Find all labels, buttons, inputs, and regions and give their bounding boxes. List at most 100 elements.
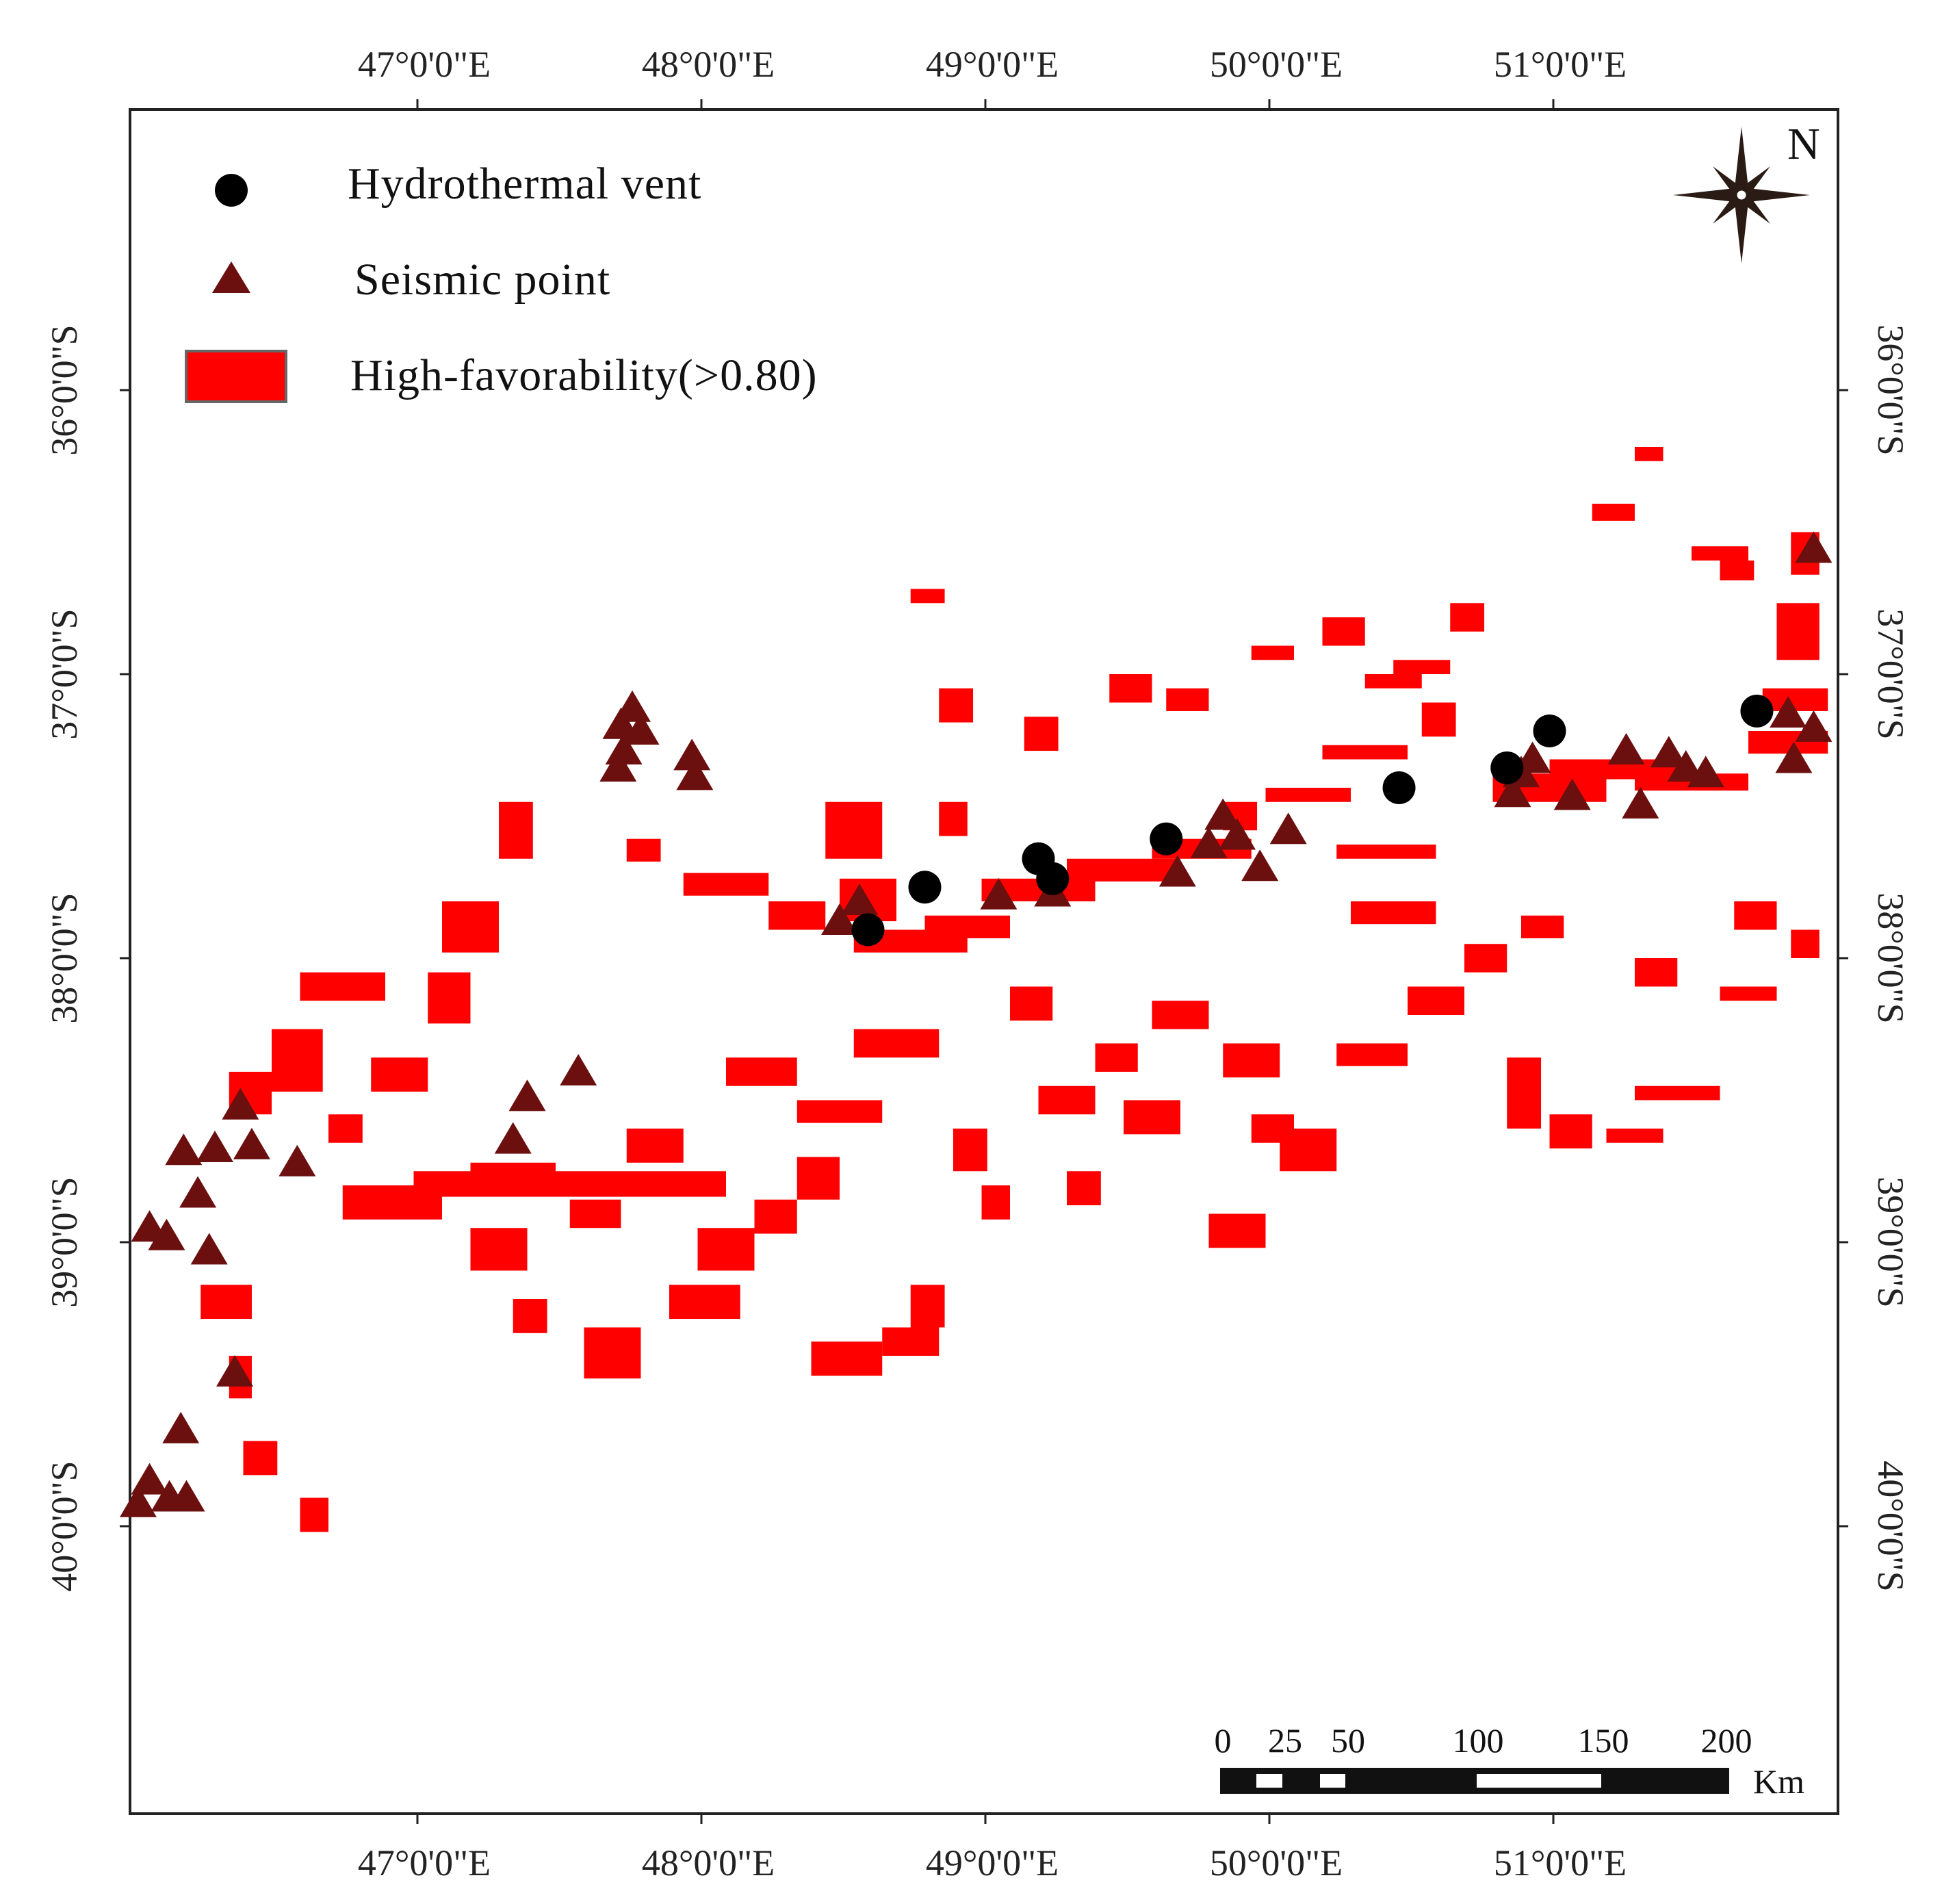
favorability-patch [1336,845,1436,859]
seismic-point [1190,827,1228,858]
bottom-lon-label: 50°0'0"E [1210,1842,1343,1883]
top-lon-label: 47°0'0"E [358,44,491,85]
seismic-point [131,1463,168,1495]
favorability-patch [953,1129,987,1172]
favorability-patch [1208,1213,1266,1248]
seismic-point [676,758,714,790]
favorability-patch [1322,745,1408,760]
favorability-patch [272,1029,323,1092]
favorability-patch [910,589,945,604]
favorability-patch [1762,688,1828,711]
favorability-patch [1421,702,1456,737]
seismic-point [1514,741,1551,773]
favorability-patch [797,1157,840,1200]
seismic-point [1795,710,1833,742]
favorability-patch [825,801,883,859]
favorability-patch [1024,717,1059,751]
seismic-point [165,1133,203,1166]
favorability-patch [1720,561,1755,581]
favorability-patch [1635,447,1663,461]
left-lat-label: 39°0'0"S [44,1176,85,1307]
favorability-patch [1251,645,1294,660]
favorability-patch [1067,1171,1101,1206]
favorability-patch [754,1199,797,1234]
favorability-patch [768,901,826,930]
favorability-patch [697,1228,755,1271]
favorability-patch [1322,617,1365,646]
seismic-point [222,1088,259,1120]
left-lat-label: 40°0'0"S [44,1461,85,1591]
favorability-patch [569,1199,621,1228]
favorability-patch [669,1285,740,1320]
favorability-patch [1351,901,1436,925]
seismic-point [673,738,711,771]
favorability-patch [1265,788,1351,802]
favorability-patch [683,873,769,896]
left-lat-label: 37°0'0"S [44,608,85,739]
favorability-patch [513,1299,547,1333]
compass-rose-icon [1673,127,1810,263]
legend-vent-symbol [215,174,248,207]
right-lat-label: 38°0'0"S [1870,892,1911,1023]
favorability-patch [939,688,974,723]
right-lat-label: 39°0'0"S [1870,1176,1911,1307]
favorability-patch [371,1057,428,1092]
favorability-patch [1124,1100,1180,1135]
high-favorability-layer [200,447,1828,1532]
scale-label: 0 [1215,1721,1232,1760]
favorability-patch [328,1114,363,1143]
favorability-patch [243,1441,278,1476]
right-lat-label: 37°0'0"S [1870,608,1911,739]
top-lon-label: 49°0'0"E [926,44,1059,85]
favorability-patch [811,1341,883,1376]
hydrothermal-vent [1382,771,1416,804]
favorability-patch [1791,929,1820,958]
right-lat-label: 40°0'0"S [1870,1461,1911,1591]
legend-seismic-symbol [212,261,250,293]
favorability-patch [584,1327,641,1379]
seismic-point [602,707,640,739]
favorability-patch [413,1171,726,1197]
favorability-patch [1408,986,1464,1015]
scale-label: 100 [1453,1721,1504,1760]
map-frame [129,108,1839,1815]
favorability-patch [200,1285,252,1320]
favorability-patch [1166,688,1209,711]
top-lon-label: 51°0'0"E [1494,44,1627,85]
hydrothermal-vent [851,913,885,947]
seismic-point [622,713,660,745]
favorability-patch [1507,1057,1542,1129]
north-label: N [1787,119,1821,169]
favorability-patch [428,972,471,1024]
bottom-lon-label: 49°0'0"E [926,1842,1059,1883]
seismic-point [494,1122,532,1154]
seismic-point [980,877,1018,910]
favorability-patch [1223,1043,1280,1078]
favorability-patch [1464,944,1507,973]
favorability-patch [1280,1129,1337,1172]
left-lat-label: 38°0'0"S [44,892,85,1023]
seismic-point [162,1411,200,1443]
favorability-patch [1393,660,1451,674]
favorability-patch [1692,546,1748,561]
seismic-points-layer [119,531,1833,1517]
hydrothermal-vent [1150,822,1183,855]
seismic-point [216,1354,254,1387]
legend-vent-label: Hydrothermal vent [348,159,701,209]
hydrothermal-vent [1533,715,1566,747]
hydrothermal-vent [1740,694,1774,728]
seismic-point [821,903,858,936]
seismic-point [1650,736,1687,768]
favorability-patch [1067,858,1180,882]
favorability-patch [626,838,661,862]
favorability-patch [882,1327,940,1356]
legend-favorability-label: High-favorability(>0.80) [350,350,818,400]
top-lon-label: 48°0'0"E [642,44,775,85]
scale-label: 25 [1268,1721,1302,1760]
favorability-patch [626,1129,684,1163]
left-lat-label: 36°0'0"S [44,324,85,455]
favorability-patch [1720,986,1777,1001]
seismic-point [1607,733,1645,765]
favorability-patch [1038,1085,1096,1115]
